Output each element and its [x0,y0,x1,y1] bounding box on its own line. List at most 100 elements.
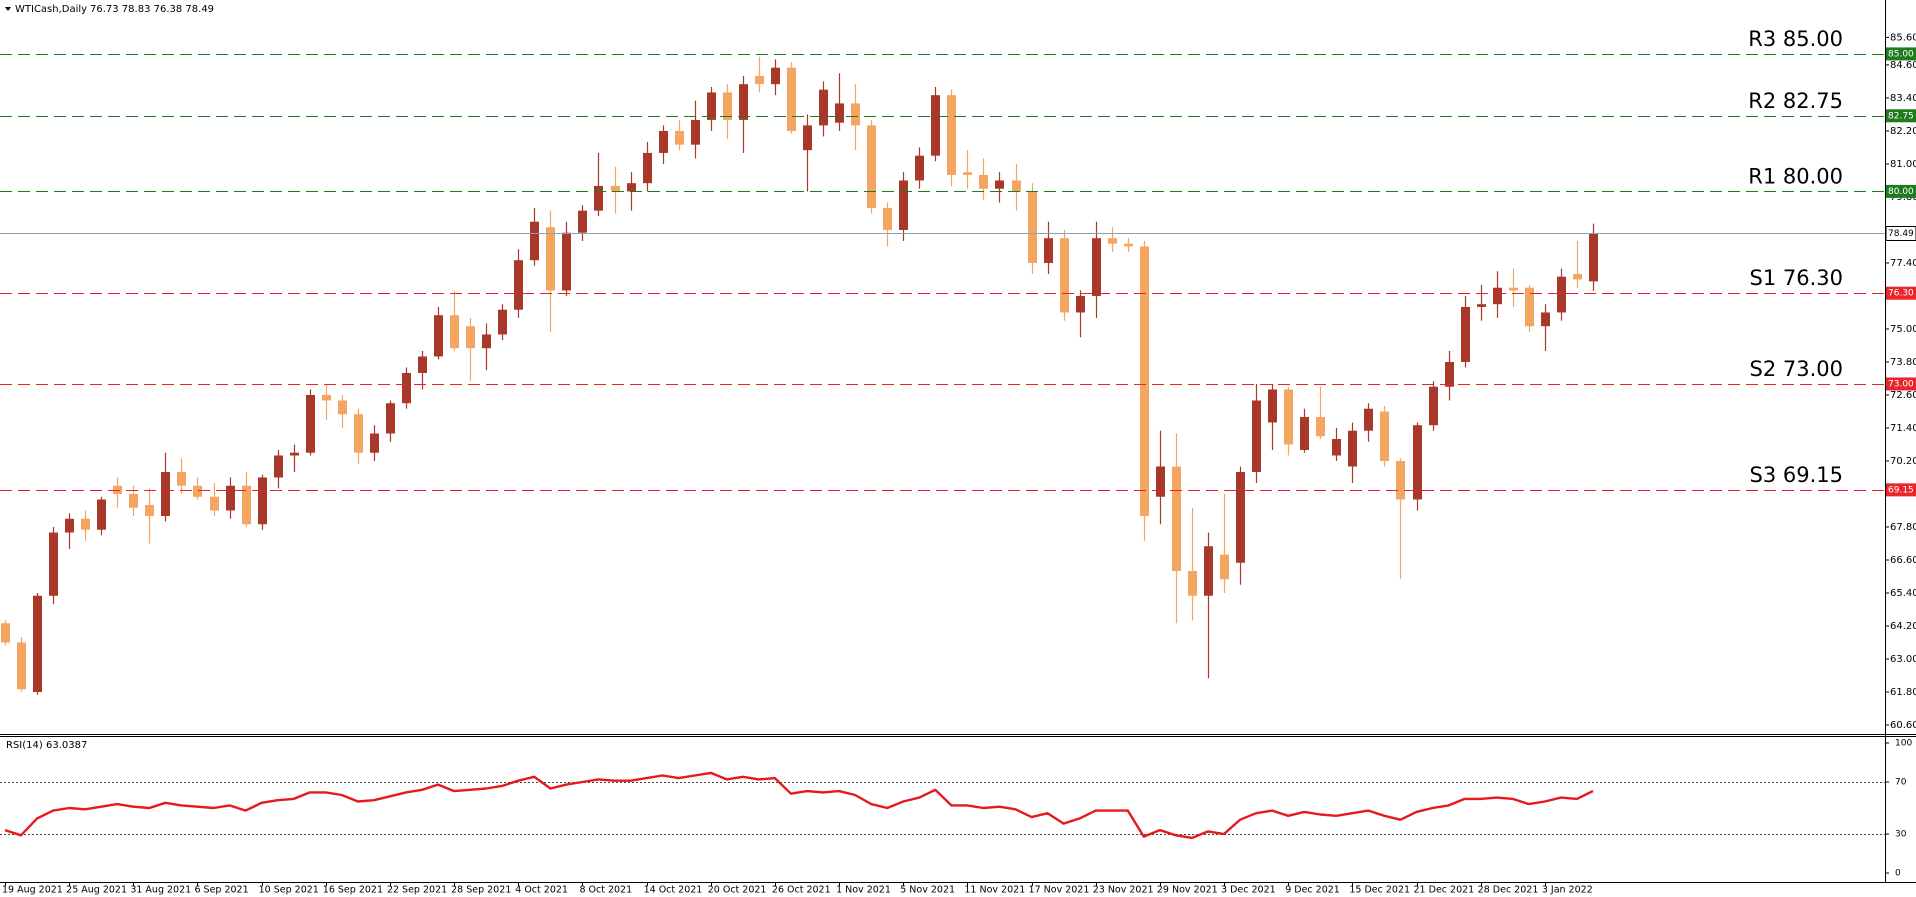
level-axis-label: 69.15 [1888,485,1914,495]
x-tick-label: 4 Oct 2021 [515,885,568,896]
candle-body [1284,389,1293,445]
candle-body [899,180,908,230]
symbol-title: WTICash,Daily [15,4,87,15]
candle-body [242,485,251,525]
x-tick-label: 28 Dec 2021 [1478,885,1539,896]
candle-body [450,315,459,349]
candle-body [1044,238,1053,263]
candle-body [803,125,812,151]
level-label: R2 82.75 [1748,89,1843,113]
candle-body [1493,287,1502,305]
candle-body [113,485,122,494]
candle-body [963,172,972,175]
candle-body [819,89,828,126]
level-axis-label: 82.75 [1888,111,1914,121]
candle-body [1172,466,1181,571]
candle-body [659,130,668,153]
candle-body [611,185,620,192]
y-tick-label: 81.00 [1890,159,1916,170]
candle-body [226,485,235,511]
candle-body [1108,238,1117,244]
candle-body [354,414,363,453]
candle-body [1060,238,1069,313]
candle-body [1461,306,1470,362]
candle-body [434,315,443,357]
x-tick-label: 22 Sep 2021 [387,885,447,896]
candle-body [1477,304,1486,307]
y-tick-label: 71.40 [1890,423,1916,434]
level-axis-box [1886,377,1916,391]
x-tick-label: 14 Oct 2021 [644,885,703,896]
level-axis-box [1886,286,1916,300]
candle-body [65,518,74,533]
candle-body [193,485,202,497]
candle-body [290,452,299,456]
x-tick-label: 26 Oct 2021 [772,885,831,896]
y-tick-label: 60.60 [1890,720,1916,731]
candle-body [883,207,892,230]
candle-body [274,455,283,478]
candle-body [530,221,539,261]
candle-body [1012,180,1021,192]
level-axis-box [1886,109,1916,123]
x-tick-label: 3 Jan 2022 [1542,885,1593,896]
candle-body [723,92,732,120]
x-tick-label: 28 Sep 2021 [451,885,511,896]
candle-body [867,125,876,208]
level-label: R3 85.00 [1748,27,1843,51]
candle-body [1589,232,1598,282]
candle-body [17,642,26,690]
candle-body [1316,416,1325,437]
candle-body [210,496,219,511]
x-tick-label: 16 Sep 2021 [323,885,383,896]
candle-body [306,394,315,453]
y-tick-label: 64.20 [1890,621,1916,632]
candle-body [1364,408,1373,431]
x-tick-label: 6 Sep 2021 [194,885,248,896]
candle-body [386,403,395,434]
candle-body [177,471,186,486]
candle-body [787,67,796,131]
candle-body [578,210,587,233]
candle-body [466,326,475,349]
x-tick-label: 10 Sep 2021 [259,885,319,896]
y-tick-label: 84.60 [1890,60,1916,71]
candle-body [49,532,58,596]
candle-body [1541,312,1550,327]
candle-body [1156,466,1165,497]
y-tick-label: 65.40 [1890,588,1916,599]
candle-body [1429,386,1438,426]
candle-body [1525,287,1534,327]
candle-body [482,334,491,349]
x-tick-label: 31 Aug 2021 [130,885,191,896]
candle-body [1557,276,1566,313]
candle-body [1188,570,1197,596]
candle-body [1204,546,1213,596]
candle-body [707,92,716,120]
candle-body [145,504,154,516]
x-tick-label: 15 Dec 2021 [1349,885,1410,896]
x-tick-label: 17 Nov 2021 [1029,885,1090,896]
candle-body [835,103,844,123]
candle-body [81,518,90,530]
candle-body [1,623,10,643]
candle-body [771,67,780,85]
candles [1,56,1598,695]
y-tick-label: 67.80 [1890,522,1916,533]
candle-body [1220,554,1229,580]
ohlc-readout: 76.73 78.83 76.38 78.49 [90,4,214,15]
candle-body [1124,243,1133,247]
candle-body [1573,273,1582,280]
candle-body [418,356,427,373]
level-label: S3 69.15 [1750,463,1844,487]
menu-arrow[interactable] [5,7,11,11]
x-tick-label: 25 Aug 2021 [66,885,127,896]
candle-body [1076,295,1085,313]
y-tick-label: 73.80 [1890,357,1916,368]
rsi-title: RSI(14) 63.0387 [6,740,87,751]
level-axis-label: 73.00 [1888,379,1914,389]
x-tick-label: 23 Nov 2021 [1093,885,1154,896]
candle-body [1140,246,1149,516]
